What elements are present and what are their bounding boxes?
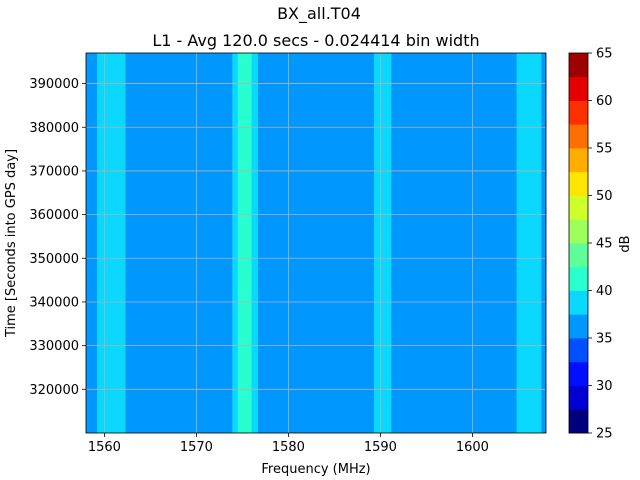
colorbar-tick-label: 50 — [596, 189, 613, 204]
heatmap-background — [86, 53, 546, 433]
colorbar-level-14 — [569, 76, 588, 101]
x-tick-label: 1600 — [456, 440, 489, 455]
colorbar-level-1 — [569, 385, 588, 410]
y-tick-label: 340000 — [29, 295, 79, 310]
colorbar-level-10 — [569, 171, 588, 196]
colorbar-level-8 — [569, 219, 588, 244]
chart-title: BX_all.T04 — [277, 4, 361, 24]
y-tick-label: 390000 — [29, 77, 79, 92]
y-axis-label: Time [Seconds into GPS day] — [4, 149, 19, 338]
colorbar-tick-label: 30 — [596, 379, 613, 394]
colorbar-level-6 — [569, 266, 588, 291]
colorbar-level-4 — [569, 314, 588, 339]
colorbar-level-7 — [569, 243, 588, 268]
x-tick-label: 1580 — [272, 440, 305, 455]
colorbar-tick-label: 60 — [596, 94, 613, 109]
colorbar-level-15 — [569, 53, 588, 78]
x-tick-label: 1560 — [88, 440, 121, 455]
y-tick-label: 380000 — [29, 121, 79, 136]
colorbar-tick-label: 35 — [596, 332, 613, 347]
y-tick-label: 330000 — [29, 339, 79, 354]
colorbar-level-3 — [569, 338, 588, 363]
colorbar-level-11 — [569, 148, 588, 173]
y-tick-label: 370000 — [29, 164, 79, 179]
heatmap-band-3 — [373, 53, 392, 433]
chart-subtitle: L1 - Avg 120.0 secs - 0.024414 bin width — [152, 31, 479, 50]
colorbar-level-5 — [569, 290, 588, 315]
colorbar-level-2 — [569, 361, 588, 386]
colorbar-level-12 — [569, 124, 588, 149]
colorbar-label: dB — [618, 235, 633, 252]
heatmap-band-4 — [516, 53, 542, 433]
heatmap-band-0 — [97, 53, 126, 433]
plot-frame — [85, 52, 547, 434]
x-tick-label: 1590 — [364, 440, 397, 455]
y-tick-label: 360000 — [29, 208, 79, 223]
x-axis-label: Frequency (MHz) — [261, 462, 370, 477]
colorbar-tick-label: 25 — [596, 427, 613, 442]
colorbar-tick-label: 45 — [596, 237, 613, 252]
y-tick-label: 350000 — [29, 252, 79, 267]
colorbar-level-9 — [569, 195, 588, 220]
colorbar-tick-label: 40 — [596, 284, 613, 299]
y-tick-label: 320000 — [29, 383, 79, 398]
heatmap-band-2 — [237, 53, 252, 433]
colorbar-level-13 — [569, 100, 588, 125]
colorbar-tick-label: 55 — [596, 142, 613, 157]
x-tick-label: 1570 — [180, 440, 213, 455]
colorbar-tick-label: 65 — [596, 47, 613, 62]
colorbar-level-0 — [569, 409, 588, 434]
plot-area: 1560 1570 1580 1590 1600 320000 330000 340000 35… — [29, 52, 547, 455]
colorbar: 25 30 35 40 45 50 55 60 65 — [568, 47, 613, 442]
